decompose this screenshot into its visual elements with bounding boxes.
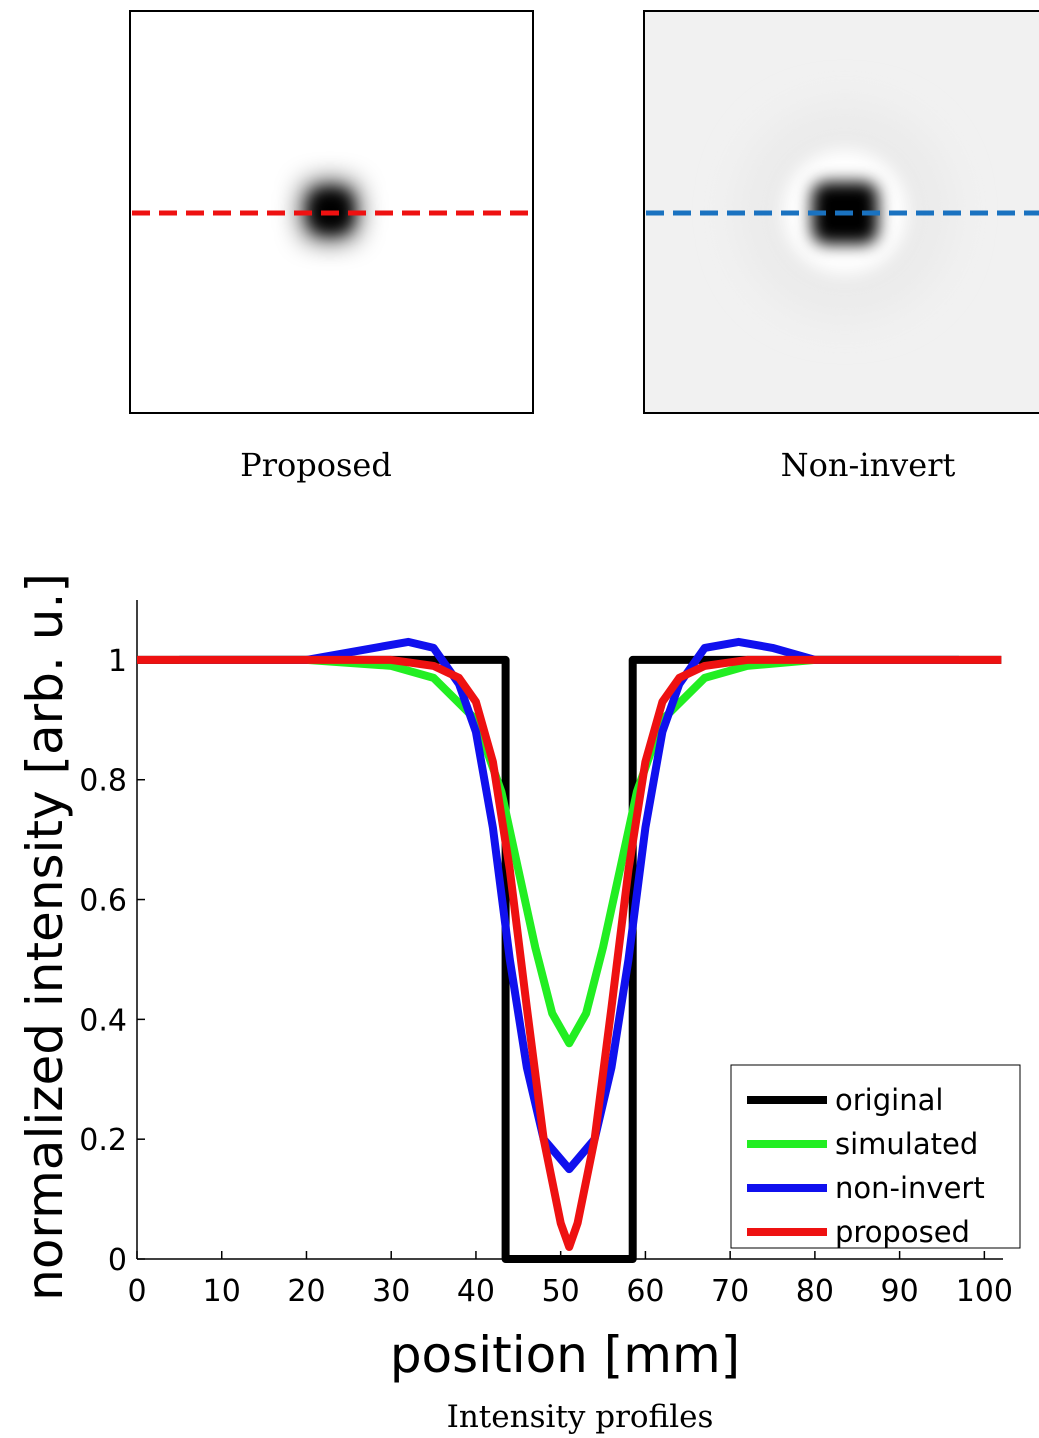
legend-label: proposed: [835, 1215, 970, 1249]
image-panel: [644, 11, 1039, 413]
x-tick-label: 90: [881, 1274, 919, 1309]
x-tick-label: 100: [956, 1274, 1013, 1309]
y-tick-label: 0.8: [79, 764, 127, 799]
x-tick-label: 80: [796, 1274, 834, 1309]
x-tick-label: 70: [711, 1274, 749, 1309]
panel-caption: Non-invert: [781, 446, 956, 484]
x-tick-label: 20: [287, 1274, 325, 1309]
y-tick-label: 0.4: [79, 1003, 127, 1038]
x-axis-label: position [mm]: [390, 1326, 740, 1384]
x-tick-label: 50: [542, 1274, 580, 1309]
panel-caption: Proposed: [240, 446, 392, 484]
x-tick-label: 40: [457, 1274, 495, 1309]
x-tick-label: 60: [626, 1274, 664, 1309]
figure: Proposed Non-invert 00.20.40.60.81010203…: [0, 0, 1039, 1438]
y-tick-label: 0: [108, 1243, 127, 1278]
legend-label: simulated: [835, 1127, 978, 1161]
legend-label: non-invert: [835, 1171, 985, 1205]
legend-label: original: [835, 1083, 943, 1117]
data-line: [179, 660, 959, 1043]
y-tick-label: 1: [108, 644, 127, 679]
chart-caption: Intensity profiles: [447, 1399, 714, 1435]
image-panel: [130, 11, 533, 413]
x-tick-label: 10: [203, 1274, 241, 1309]
y-tick-label: 0.2: [79, 1123, 127, 1158]
x-tick-label: 0: [127, 1274, 146, 1309]
y-axis-label: normalized intensity [arb. u.]: [16, 573, 74, 1301]
y-tick-label: 0.6: [79, 884, 127, 919]
x-tick-label: 30: [372, 1274, 410, 1309]
